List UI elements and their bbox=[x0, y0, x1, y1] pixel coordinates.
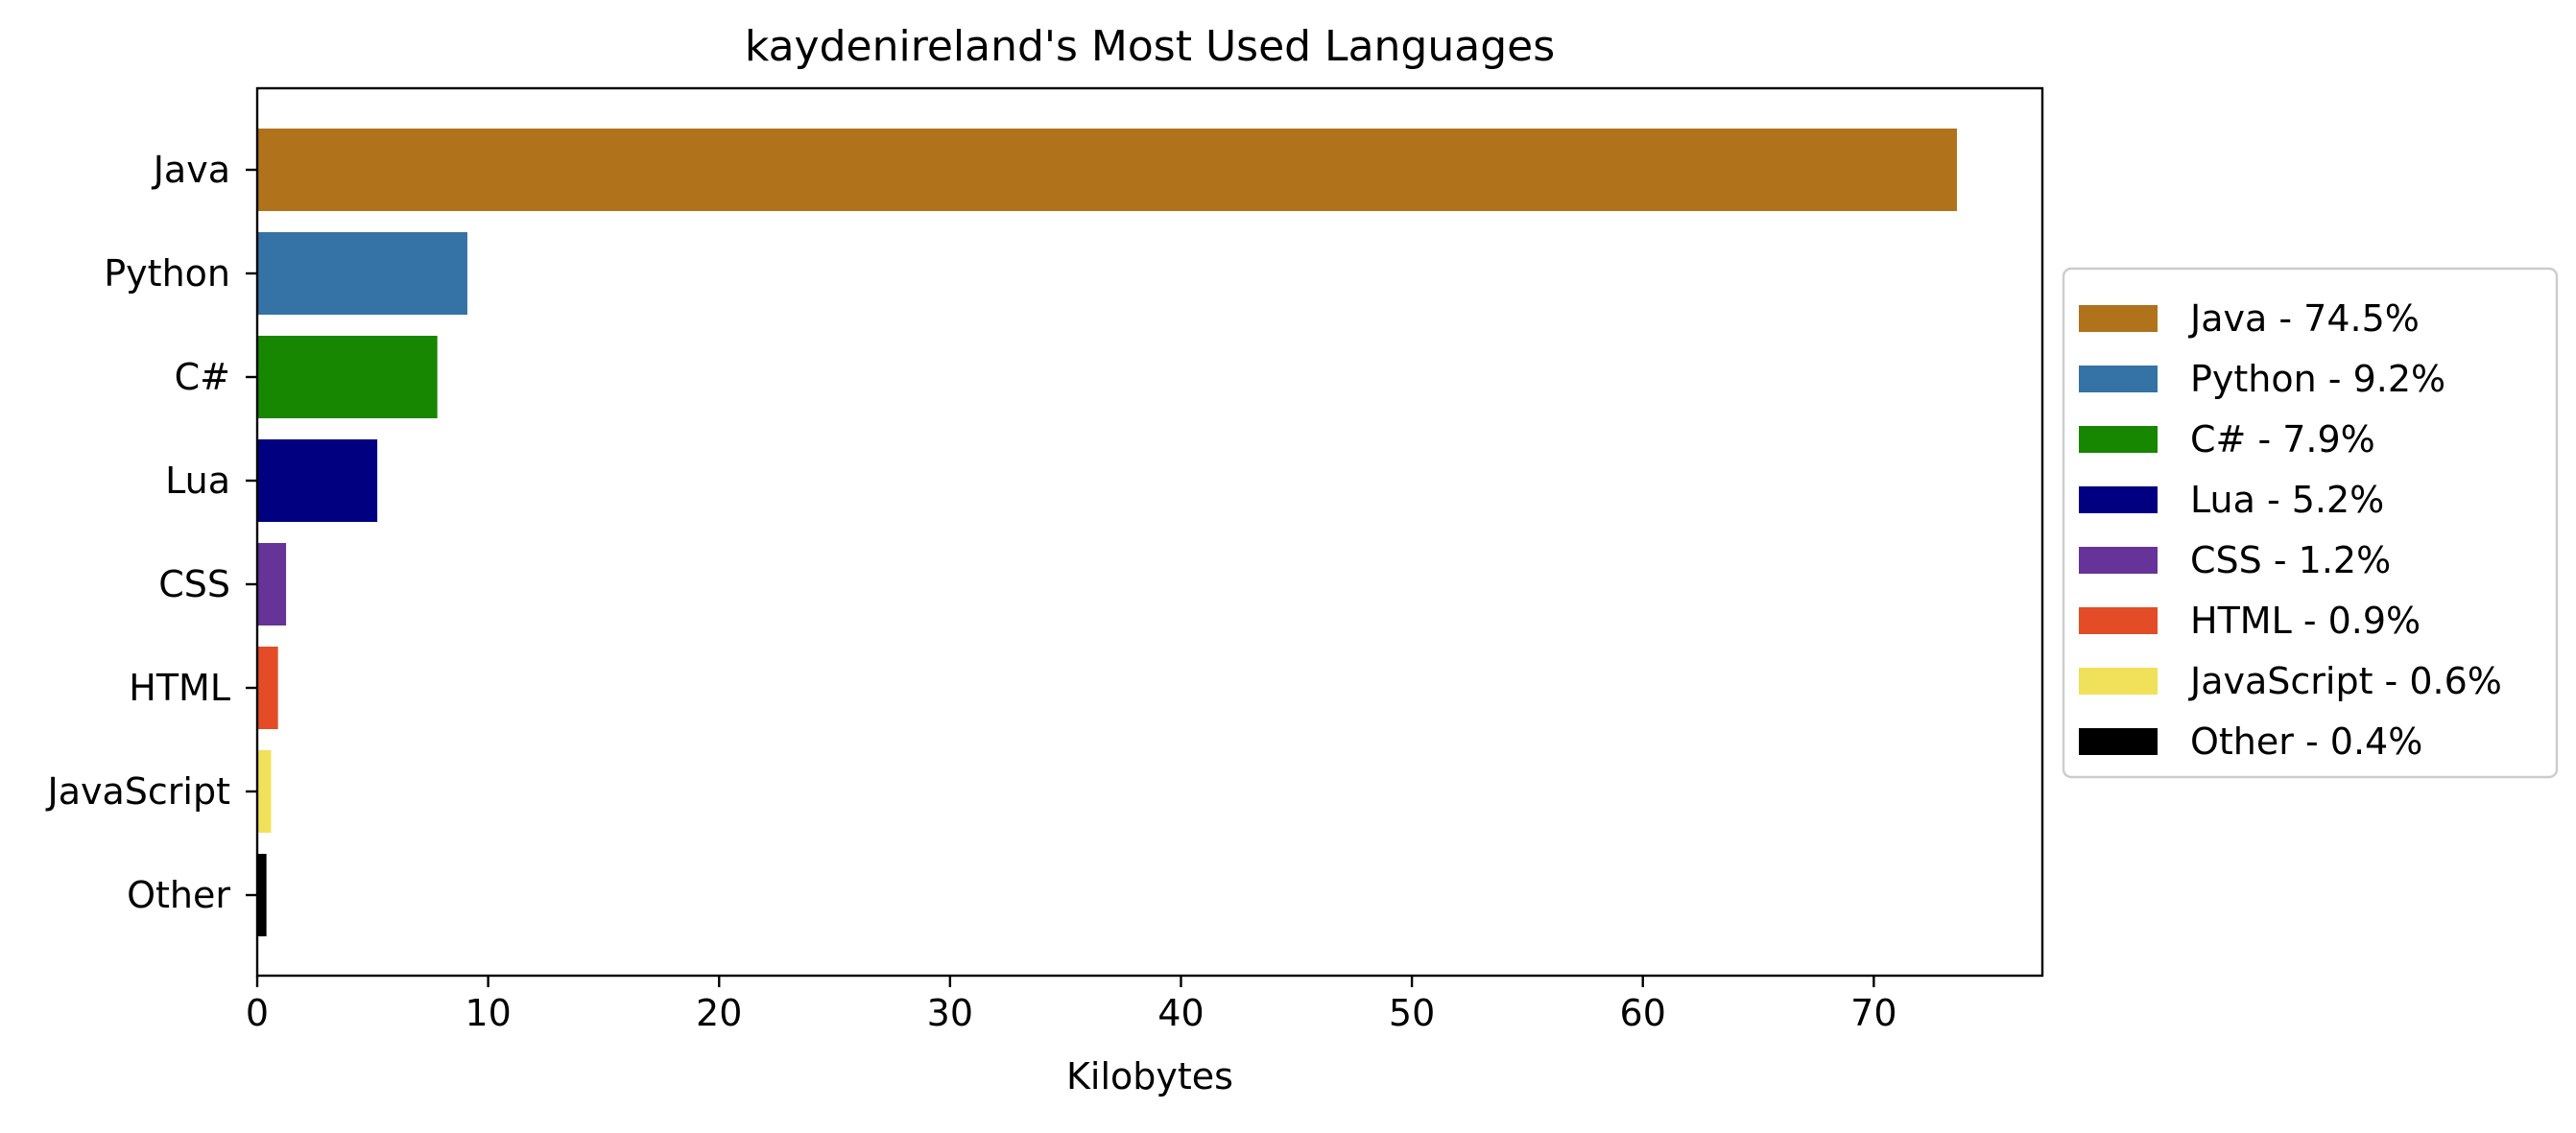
legend-swatch bbox=[2079, 668, 2158, 695]
plot-frame bbox=[255, 86, 2044, 978]
legend-label: CSS - 1.2% bbox=[2190, 539, 2391, 581]
bar-python bbox=[257, 232, 467, 315]
x-tick-label: 60 bbox=[1620, 992, 1666, 1034]
legend-label: Java - 74.5% bbox=[2188, 297, 2420, 340]
y-tick-label: CSS bbox=[158, 563, 230, 605]
x-tick-label: 50 bbox=[1389, 992, 1435, 1034]
x-tick-label: 30 bbox=[927, 992, 973, 1034]
y-tick-label: Java bbox=[152, 149, 230, 191]
y-tick-label: Python bbox=[104, 252, 230, 295]
x-axis-ticks: 0 10 20 30 40 50 60 70 bbox=[246, 976, 1897, 1034]
legend-swatch bbox=[2079, 305, 2158, 332]
bar-css bbox=[257, 543, 287, 626]
y-tick-label: C# bbox=[175, 356, 230, 398]
legend-swatch bbox=[2079, 486, 2158, 513]
bars-layer bbox=[257, 129, 1957, 936]
bar-other bbox=[257, 854, 267, 936]
y-tick-label: Lua bbox=[165, 460, 230, 502]
legend-swatch bbox=[2079, 728, 2158, 755]
chart-title: kaydenireland's Most Used Languages bbox=[745, 22, 1555, 71]
x-tick-label: 0 bbox=[246, 992, 269, 1034]
legend-frame bbox=[2062, 267, 2559, 779]
legend-label: Lua - 5.2% bbox=[2190, 479, 2384, 521]
bar-lua bbox=[257, 439, 378, 522]
bar-java bbox=[257, 129, 1957, 211]
x-tick-label: 70 bbox=[1850, 992, 1896, 1034]
x-tick-label: 10 bbox=[465, 992, 511, 1034]
legend-label: JavaScript - 0.6% bbox=[2188, 660, 2502, 702]
legend-label: HTML - 0.9% bbox=[2190, 600, 2421, 642]
legend-label: C# - 7.9% bbox=[2190, 418, 2375, 460]
legend: Java - 74.5% Python - 9.2% C# - 7.9% Lua - … bbox=[2062, 267, 2559, 779]
legend-items: Java - 74.5% Python - 9.2% C# - 7.9% Lua - … bbox=[2079, 297, 2502, 763]
x-tick-label: 20 bbox=[696, 992, 742, 1034]
y-axis-ticks: Java Python C# Lua CSS HTML JavaScript Other bbox=[46, 149, 257, 916]
legend-label: Python - 9.2% bbox=[2190, 358, 2445, 400]
legend-swatch bbox=[2079, 426, 2158, 453]
legend-swatch bbox=[2079, 366, 2158, 392]
x-tick-label: 40 bbox=[1157, 992, 1204, 1034]
x-axis-label: Kilobytes bbox=[1066, 1055, 1233, 1098]
bar-csharp bbox=[257, 336, 438, 418]
y-tick-label: Other bbox=[127, 874, 230, 916]
bar-javascript bbox=[257, 750, 272, 833]
bar-html bbox=[257, 647, 278, 729]
y-tick-label: HTML bbox=[129, 667, 230, 709]
legend-swatch bbox=[2079, 547, 2158, 574]
legend-swatch bbox=[2079, 607, 2158, 634]
y-tick-label: JavaScript bbox=[46, 770, 230, 813]
legend-label: Other - 0.4% bbox=[2190, 720, 2422, 763]
